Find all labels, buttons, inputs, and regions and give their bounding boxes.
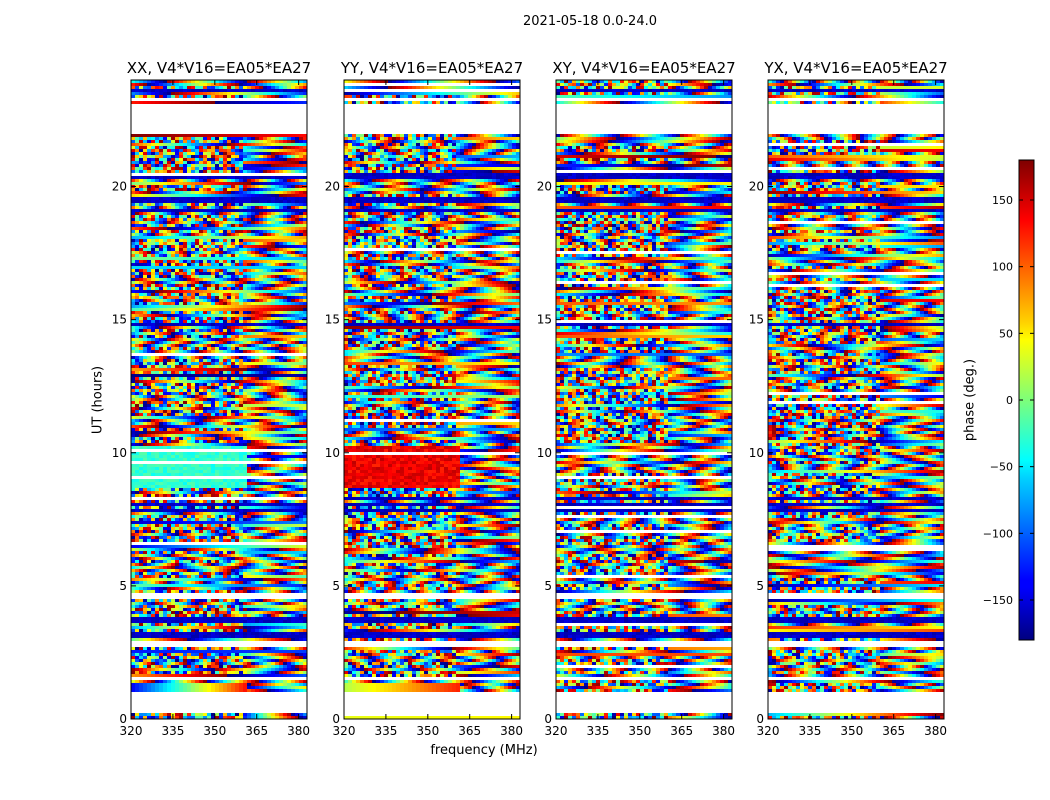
panel-yy: YY, V4*V16=EA05*EA27 320 335 350 365 380 0 5 10 1… xyxy=(325,59,523,738)
y-tick-label: 15 xyxy=(749,313,764,327)
y-tick-label: 10 xyxy=(749,446,764,460)
x-tick-label: 365 xyxy=(670,724,693,738)
colorbar-tick-label: −150 xyxy=(983,594,1013,607)
y-tick-label: 10 xyxy=(325,446,340,460)
y-axis-label: UT (hours) xyxy=(91,366,106,434)
y-tick-label: 20 xyxy=(537,180,552,194)
panel-title: YX, V4*V16=EA05*EA27 xyxy=(763,59,947,77)
x-tick-label: 320 xyxy=(545,724,568,738)
x-tick-label: 365 xyxy=(458,724,481,738)
x-tick-label: 350 xyxy=(628,724,651,738)
x-tick-label: 335 xyxy=(586,724,609,738)
panel-title: XX, V4*V16=EA05*EA27 xyxy=(127,59,311,77)
y-tick-label: 5 xyxy=(544,579,552,593)
x-tick-label: 335 xyxy=(161,724,184,738)
x-tick-label: 320 xyxy=(333,724,356,738)
y-tick-label: 15 xyxy=(537,313,552,327)
y-tick-label: 0 xyxy=(119,712,127,726)
x-tick-label: 380 xyxy=(924,724,947,738)
colorbar: 150 100 50 0 −50 −100 −150 xyxy=(983,160,1034,640)
y-tick-label: 5 xyxy=(756,579,764,593)
colorbar-tick-label: −50 xyxy=(990,461,1013,474)
x-tick-label: 350 xyxy=(840,724,863,738)
y-tick-label: 0 xyxy=(544,712,552,726)
y-tick-label: 20 xyxy=(112,180,127,194)
x-tick-label: 380 xyxy=(712,724,735,738)
y-tick-label: 0 xyxy=(756,712,764,726)
panel-title: YY, V4*V16=EA05*EA27 xyxy=(340,59,523,77)
panel-xy: XY, V4*V16=EA05*EA27 320 335 350 365 380 0 5 10 1… xyxy=(537,59,736,738)
colorbar-tick-label: 100 xyxy=(992,261,1013,274)
x-tick-label: 335 xyxy=(374,724,397,738)
y-tick-label: 20 xyxy=(325,180,340,194)
colorbar-label: phase (deg.) xyxy=(963,359,978,441)
y-tick-label: 15 xyxy=(325,313,340,327)
y-tick-label: 5 xyxy=(332,579,340,593)
x-tick-label: 320 xyxy=(120,724,143,738)
figure-suptitle: 2021-05-18 0.0-24.0 xyxy=(0,14,1050,29)
y-tick-label: 15 xyxy=(112,313,127,327)
colorbar-tick-label: 50 xyxy=(999,327,1013,340)
x-tick-label: 380 xyxy=(500,724,523,738)
y-tick-label: 5 xyxy=(119,579,127,593)
x-tick-label: 380 xyxy=(287,724,310,738)
colorbar-tick-label: 0 xyxy=(1006,394,1013,407)
y-tick-label: 0 xyxy=(332,712,340,726)
colorbar-tick-label: −100 xyxy=(983,527,1013,540)
x-tick-label: 350 xyxy=(416,724,439,738)
x-tick-label: 365 xyxy=(882,724,905,738)
x-tick-label: 320 xyxy=(757,724,780,738)
panel-xx: XX, V4*V16=EA05*EA27 320 335 350 365 380 0 5 10 1… xyxy=(112,59,312,738)
phase-image xyxy=(344,80,520,719)
x-tick-label: 350 xyxy=(203,724,226,738)
y-tick-label: 10 xyxy=(537,446,552,460)
panel-title: XY, V4*V16=EA05*EA27 xyxy=(552,59,735,77)
panel-yx: YX, V4*V16=EA05*EA27 320 335 350 365 380 0 5 10 1… xyxy=(749,59,948,738)
y-tick-label: 10 xyxy=(112,446,127,460)
y-tick-label: 20 xyxy=(749,180,764,194)
colorbar-tick-label: 150 xyxy=(992,194,1013,207)
x-axis-label: frequency (MHz) xyxy=(430,743,537,758)
x-tick-label: 335 xyxy=(798,724,821,738)
phase-image xyxy=(768,80,944,719)
x-tick-label: 365 xyxy=(245,724,268,738)
